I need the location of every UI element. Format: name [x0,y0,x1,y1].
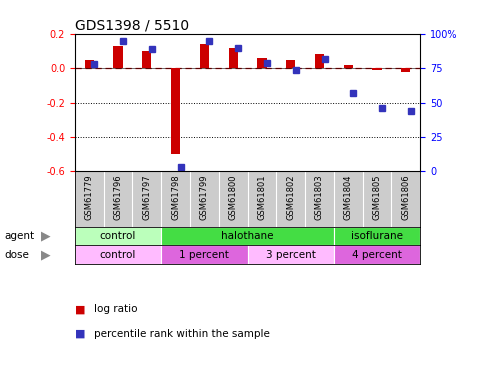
Text: dose: dose [5,250,30,260]
Text: GSM61779: GSM61779 [85,174,94,220]
Bar [161,246,247,264]
Text: 3 percent: 3 percent [266,250,316,260]
Text: 1 percent: 1 percent [179,250,229,260]
Bar [171,68,180,154]
Text: 4 percent: 4 percent [352,250,402,260]
Text: GSM61802: GSM61802 [286,174,295,220]
Bar [247,246,334,264]
Bar [372,68,382,70]
Text: halothane: halothane [221,231,274,241]
Bar [344,65,353,68]
Text: GSM61804: GSM61804 [344,174,353,220]
Text: GSM61798: GSM61798 [171,174,180,220]
Bar [114,46,123,68]
Text: ▶: ▶ [41,248,51,261]
Bar [142,51,151,68]
Text: control: control [100,231,136,241]
Text: percentile rank within the sample: percentile rank within the sample [94,329,270,339]
Text: GSM61799: GSM61799 [200,174,209,220]
Bar [334,246,420,264]
Bar [161,226,334,246]
Bar [257,58,267,68]
Text: ■: ■ [75,304,85,314]
Text: GSM61796: GSM61796 [114,174,123,220]
Bar [334,226,420,246]
Bar [85,60,94,68]
Bar [75,246,161,264]
Text: GSM61806: GSM61806 [401,174,411,220]
Bar [315,54,324,68]
Text: GSM61805: GSM61805 [372,174,382,220]
Text: control: control [100,250,136,260]
Bar [200,44,209,68]
Bar [401,68,411,72]
Text: GDS1398 / 5510: GDS1398 / 5510 [75,19,189,33]
Text: log ratio: log ratio [94,304,138,314]
Text: GSM61801: GSM61801 [257,174,267,220]
Text: ■: ■ [75,329,85,339]
Bar [228,48,238,68]
Text: GSM61797: GSM61797 [142,174,151,220]
Text: GSM61803: GSM61803 [315,174,324,220]
Text: isoflurane: isoflurane [351,231,403,241]
Bar [75,226,161,246]
Bar [286,60,295,68]
Text: GSM61800: GSM61800 [228,174,238,220]
Text: agent: agent [5,231,35,241]
Text: ▶: ▶ [41,230,51,243]
